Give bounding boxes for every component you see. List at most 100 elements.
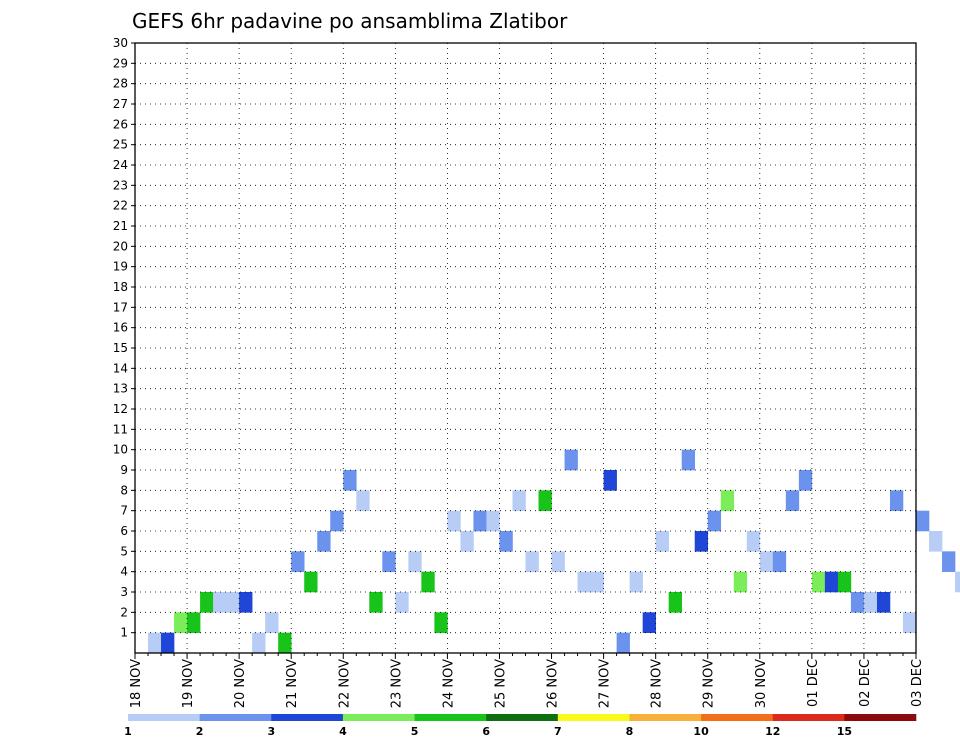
- x-tick-label: 01 DEC: [806, 659, 821, 707]
- y-tick-label: 12: [113, 402, 128, 416]
- legend-swatch: [701, 714, 774, 721]
- legend-label: 12: [765, 725, 780, 738]
- heatmap-cell: [512, 490, 526, 511]
- heatmap-cell: [929, 531, 943, 552]
- heatmap-cell: [161, 632, 175, 654]
- heatmap-cell: [460, 531, 474, 552]
- heatmap-cell: [616, 632, 630, 654]
- heatmap-cell: [785, 490, 800, 511]
- x-tick-label: 02 DEC: [858, 659, 873, 707]
- heatmap-cell: [343, 470, 357, 491]
- heatmap-cell: [447, 510, 461, 532]
- x-tick-label: 25 NOV: [493, 659, 508, 708]
- heatmap-cell: [720, 490, 735, 511]
- heatmap-cell: [590, 571, 604, 593]
- x-axis: 18 NOV 19 NOV 20 NOV 21 NOV 22 NOV 23 NOV 24 N…: [129, 653, 925, 708]
- y-tick-label: 14: [113, 361, 128, 375]
- heatmap-cell: [603, 470, 617, 491]
- y-tick-label: 21: [113, 219, 128, 233]
- heatmap-cell: [252, 632, 266, 654]
- y-tick-label: 1: [120, 626, 128, 640]
- heatmap-cell: [408, 551, 422, 572]
- heatmap-cell: [382, 551, 396, 572]
- legend-swatch: [342, 714, 415, 721]
- legend-label: 8: [626, 725, 634, 738]
- heatmap-cell: [811, 571, 826, 593]
- heatmap-cell: [889, 490, 904, 511]
- y-tick-label: 22: [113, 199, 128, 213]
- y-tick-label: 19: [113, 260, 128, 274]
- y-tick-label: 3: [120, 585, 128, 599]
- heatmap-cell: [278, 632, 292, 654]
- heatmap-cell: [902, 612, 917, 633]
- heatmap-cell: [916, 510, 930, 532]
- legend-swatch: [557, 714, 630, 721]
- heatmap-cell: [564, 449, 578, 471]
- heatmap-cell: [317, 531, 331, 552]
- heatmap-cell: [655, 531, 669, 552]
- x-tick-label: 18 NOV: [129, 659, 144, 708]
- legend-label: 7: [554, 725, 562, 738]
- heatmap-cell: [200, 592, 214, 613]
- y-tick-label: 27: [113, 97, 128, 111]
- heatmap-cell: [824, 571, 839, 593]
- y-tick-label: 30: [113, 36, 128, 50]
- y-tick-label: 15: [113, 341, 128, 355]
- legend-swatch: [629, 714, 702, 721]
- legend-swatch: [844, 714, 917, 721]
- legend-label: 6: [482, 725, 490, 738]
- y-axis: 1234567891011121314151617181920212223242…: [113, 36, 135, 640]
- heatmap-cell: [265, 612, 279, 633]
- y-tick-label: 4: [120, 565, 128, 579]
- x-tick-label: 22 NOV: [337, 659, 352, 708]
- x-tick-label: 19 NOV: [181, 659, 196, 708]
- chart-title: GEFS 6hr padavine po ansamblima Zlatibor: [132, 9, 568, 33]
- y-tick-label: 2: [120, 605, 128, 619]
- heatmap-cell: [642, 612, 656, 633]
- heatmap-cell: [395, 592, 409, 613]
- y-tick-label: 18: [113, 280, 128, 294]
- heatmap-cell: [226, 592, 240, 613]
- heatmap-cell: [525, 551, 539, 572]
- heatmap-cell: [707, 510, 722, 532]
- heatmap-cell: [434, 612, 448, 633]
- heatmap-cell: [356, 490, 370, 511]
- y-tick-label: 20: [113, 239, 128, 253]
- heatmap-cell: [239, 592, 253, 613]
- x-tick-label: 26 NOV: [546, 659, 561, 708]
- heatmap-cell: [876, 592, 891, 613]
- heatmap-cell: [863, 592, 878, 613]
- x-tick-label: 23 NOV: [389, 659, 404, 708]
- x-tick-label: 27 NOV: [598, 659, 613, 708]
- legend-label: 4: [339, 725, 347, 738]
- legend-label: 10: [693, 725, 709, 738]
- y-tick-label: 24: [113, 158, 128, 172]
- legend: 1 2 3 4 5 6 7 8 10 12 15: [124, 714, 917, 738]
- x-tick-label: 21 NOV: [285, 659, 300, 708]
- heatmap-cell: [837, 571, 852, 593]
- y-tick-label: 9: [120, 463, 128, 477]
- y-tick-label: 11: [113, 422, 128, 436]
- y-tick-label: 25: [113, 138, 128, 152]
- heatmap-cell: [955, 571, 960, 593]
- heatmap-cell: [681, 449, 696, 471]
- heatmap-cell: [850, 592, 865, 613]
- heatmap-cell: [629, 571, 643, 593]
- y-tick-label: 6: [120, 524, 128, 538]
- heatmap-cell: [369, 592, 383, 613]
- legend-swatch: [772, 714, 845, 721]
- legend-label: 3: [267, 725, 275, 738]
- legend-label: 15: [837, 725, 852, 738]
- x-tick-label: 03 DEC: [910, 659, 925, 707]
- x-tick-label: 30 NOV: [754, 659, 769, 708]
- heatmap-cell: [473, 510, 487, 532]
- heatmap-cell: [668, 592, 682, 613]
- cells-layer: [148, 449, 960, 654]
- legend-swatch: [414, 714, 487, 721]
- legend-swatch: [486, 714, 559, 721]
- y-tick-label: 13: [113, 382, 128, 396]
- heatmap-cell: [551, 551, 565, 572]
- legend-label: 1: [124, 725, 132, 738]
- y-tick-label: 26: [113, 117, 128, 131]
